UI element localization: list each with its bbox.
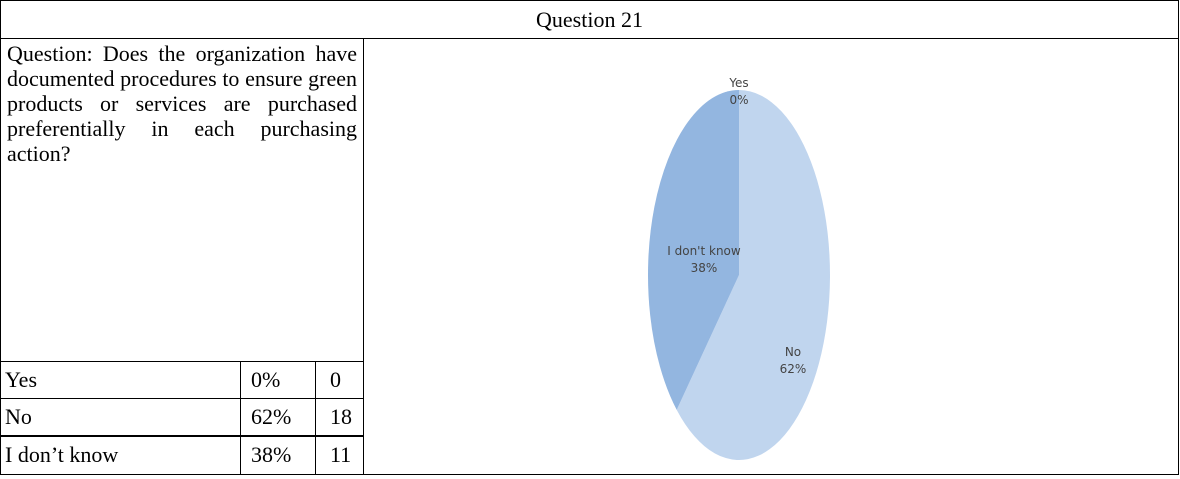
cell-text: 62% <box>251 404 292 429</box>
table-cell: 11 <box>315 436 364 475</box>
cell-text: 0 <box>330 367 341 392</box>
table-cell: 62% <box>240 398 316 436</box>
cell-text: 38% <box>251 442 292 467</box>
cell-text: 11 <box>330 442 352 467</box>
slice-label: I don't know <box>667 244 741 258</box>
cell-text: 18 <box>330 404 352 429</box>
title: Question 21 <box>536 7 643 32</box>
slice-value: 38% <box>691 261 718 275</box>
cell-text: I don’t know <box>5 442 119 467</box>
slice-value: 0% <box>729 93 748 107</box>
table-cell: 0 <box>315 361 364 399</box>
table-cell: 38% <box>240 436 316 475</box>
cell-text: No <box>5 404 32 429</box>
pie-slice <box>648 89 739 410</box>
table-cell: 0% <box>240 361 316 399</box>
cell-text: Yes <box>5 367 38 392</box>
table-cell: Yes <box>0 361 241 399</box>
question: Question: Does the organization have doc… <box>7 41 357 166</box>
cell-text: 0% <box>251 367 281 392</box>
chart-cell <box>363 38 1179 475</box>
slice-value: 62% <box>780 362 807 376</box>
slice-label: Yes <box>728 76 748 90</box>
table-cell: 18 <box>315 398 364 436</box>
slice-label: No <box>785 345 801 359</box>
table-cell: No <box>0 398 241 436</box>
table-cell: I don’t know <box>0 436 241 475</box>
pie-slice <box>676 90 831 461</box>
